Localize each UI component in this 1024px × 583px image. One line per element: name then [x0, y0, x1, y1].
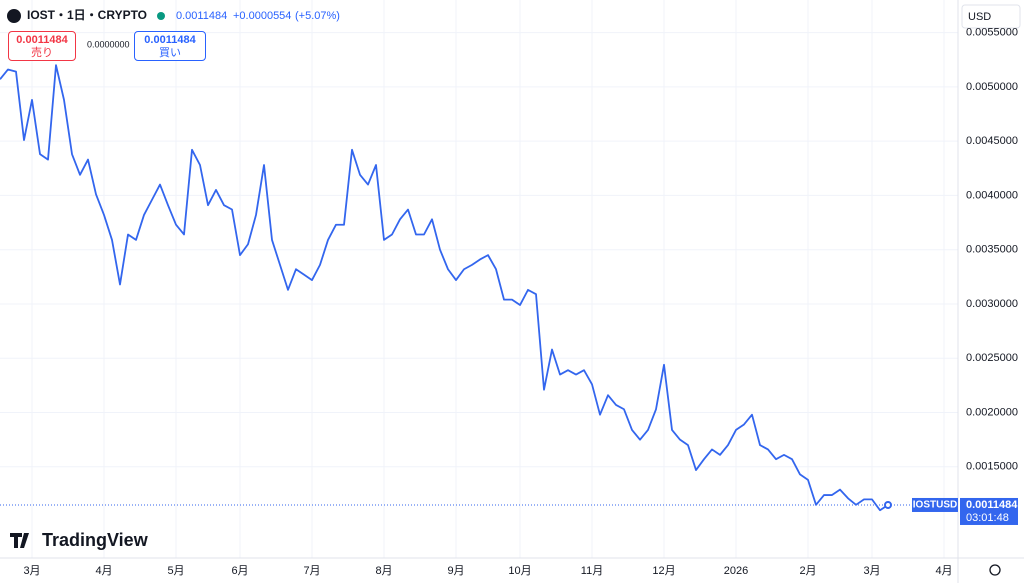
- series-line: [0, 64, 889, 512]
- y-tick-label: 0.0035000: [966, 244, 1018, 256]
- sell-label[interactable]: 売り: [31, 47, 53, 59]
- symbol-label-bg: [912, 497, 958, 512]
- price-label: 0.0011484: [966, 499, 1018, 511]
- x-tick-label: 2月: [799, 565, 816, 577]
- currency[interactable]: USD: [968, 11, 991, 23]
- y-tick-label: 0.0020000: [966, 406, 1018, 418]
- x-tick-label: 10月: [508, 565, 531, 577]
- buy-price[interactable]: 0.0011484: [144, 34, 196, 46]
- y-tick-label: 0.0050000: [966, 81, 1018, 93]
- x-tick-label: 4月: [95, 565, 112, 577]
- buy-label[interactable]: 買い: [159, 47, 181, 59]
- logo-mark: [10, 533, 29, 548]
- x-tick-label: 3月: [23, 565, 40, 577]
- y-tick-label: 0.0025000: [966, 352, 1018, 364]
- change-pct: (+5.07%): [295, 10, 340, 22]
- change: +0.0000554: [233, 10, 291, 22]
- x-tick-label: 2026: [724, 565, 748, 577]
- buy-button[interactable]: 0.0011484 買い: [134, 31, 206, 61]
- symbol-icon: [7, 9, 21, 23]
- price-label-bg: [960, 497, 1018, 525]
- symbol-label: IOSTUSD: [913, 500, 957, 511]
- sell-price[interactable]: 0.0011484: [16, 34, 68, 46]
- x-tick-label: 11月: [581, 565, 603, 577]
- last-point: [884, 500, 892, 509]
- y-tick-label: 0.0015000: [966, 461, 1018, 473]
- y-tick-label: 0.0055000: [966, 26, 1018, 38]
- spread: 0.0000000: [87, 39, 130, 49]
- x-tick-label: 7月: [303, 565, 320, 577]
- currency-button[interactable]: [961, 4, 1021, 29]
- chart-title: IOST・1日・CRYPTO: [27, 8, 147, 22]
- y-tick-label: 0.0045000: [966, 135, 1018, 147]
- last-price: 0.0011484: [176, 10, 227, 22]
- market-status: [157, 12, 165, 20]
- sell-button[interactable]: 0.0011484 売り: [8, 31, 76, 61]
- x-tick-label: 9月: [447, 565, 464, 577]
- x-tick-label: 4月: [935, 565, 952, 577]
- countdown: 03:01:48: [966, 512, 1009, 524]
- x-tick-label: 3月: [863, 565, 880, 577]
- x-tick-label: 12月: [652, 565, 675, 577]
- x-tick-label: 6月: [231, 565, 248, 577]
- logo-text: TradingView: [42, 530, 149, 550]
- y-tick-label: 0.0040000: [966, 189, 1018, 201]
- logo: TradingView: [10, 530, 149, 550]
- y-tick-label: 0.0030000: [966, 298, 1018, 310]
- x-tick-label: 8月: [375, 565, 392, 577]
- settings-icon[interactable]: [989, 564, 1001, 576]
- x-tick-label: 5月: [167, 565, 184, 577]
